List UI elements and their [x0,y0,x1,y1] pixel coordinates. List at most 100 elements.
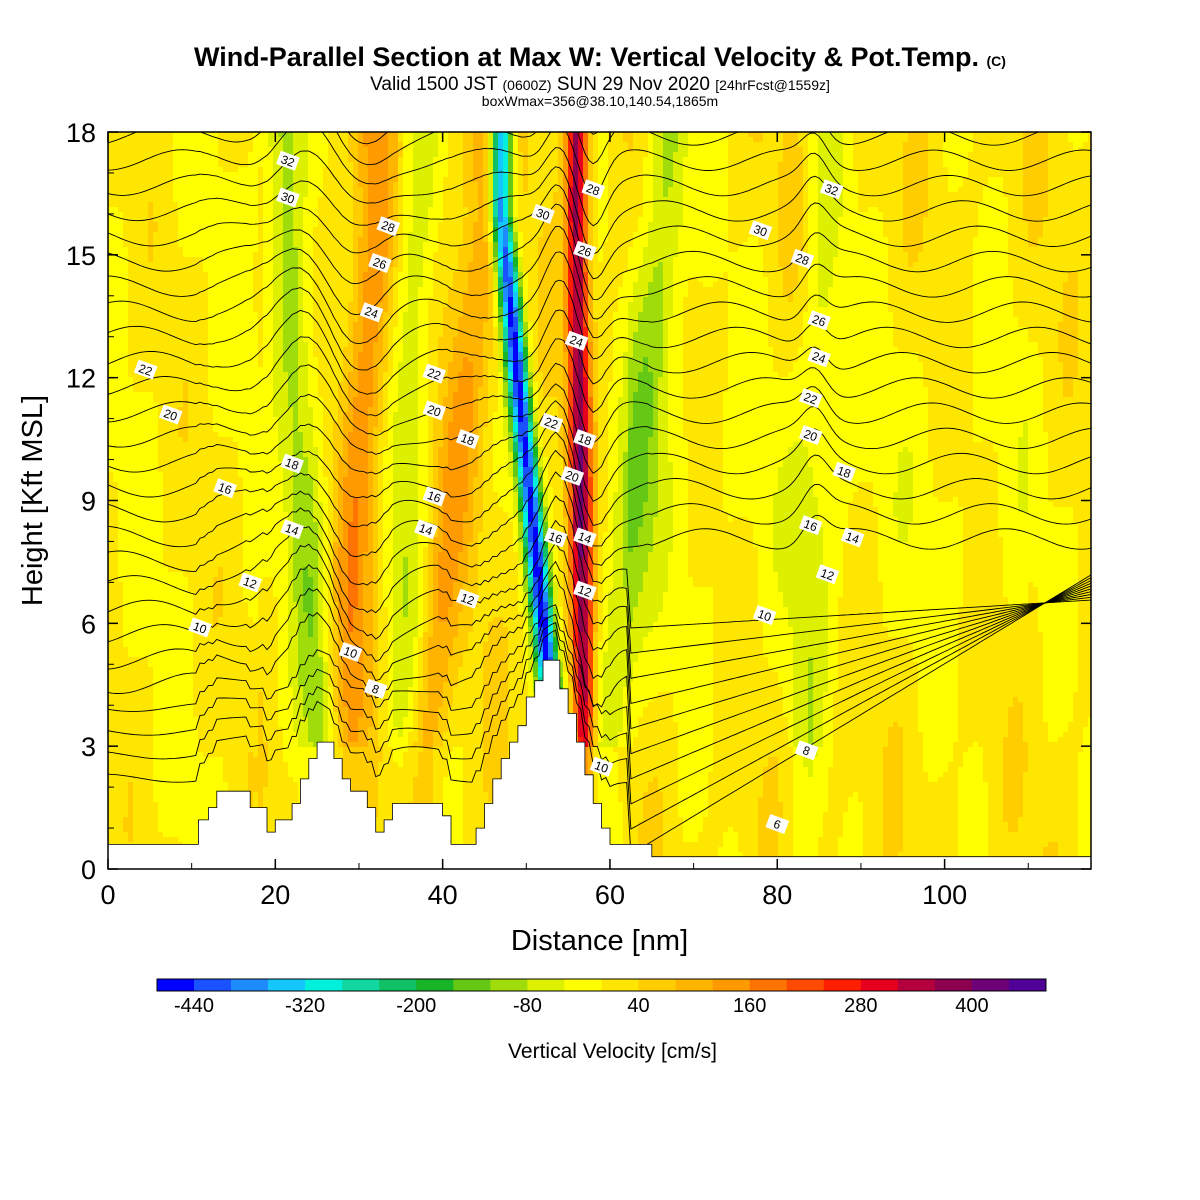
velocity-cell [768,137,773,142]
velocity-cell [953,137,958,142]
velocity-cell [863,157,868,162]
velocity-cell [648,162,653,167]
velocity-cell [813,177,818,182]
velocity-cell [573,167,578,172]
velocity-cell [903,177,908,182]
velocity-cell [303,162,308,167]
velocity-cell [643,137,648,142]
velocity-cell [868,177,873,182]
velocity-cell [543,152,548,157]
velocity-cell [538,172,543,177]
velocity-cell [808,147,813,152]
velocity-cell [493,177,498,182]
velocity-cell [698,147,703,152]
velocity-cell [408,157,413,162]
velocity-cell [1033,182,1038,187]
velocity-cell [948,167,953,172]
velocity-cell [853,172,858,177]
velocity-cell [153,147,158,152]
velocity-cell [223,187,228,192]
velocity-cell [388,172,393,177]
velocity-cell [123,147,128,152]
velocity-cell [773,167,778,172]
velocity-cell [323,152,328,157]
velocity-cell [1083,152,1088,157]
velocity-cell [653,137,658,142]
velocity-cell [1068,152,1073,157]
velocity-cell [303,152,308,157]
velocity-cell [428,167,433,172]
velocity-cell [498,142,503,147]
velocity-cell [388,147,393,152]
velocity-cell [653,147,658,152]
velocity-cell [513,137,518,142]
velocity-cell [518,167,523,172]
velocity-cell [288,177,293,182]
velocity-cell [718,172,723,177]
velocity-cell [638,137,643,142]
velocity-cell [963,152,968,157]
velocity-cell [898,137,903,142]
velocity-cell [703,167,708,172]
velocity-cell [233,152,238,157]
velocity-cell [1013,177,1018,182]
velocity-cell [643,152,648,157]
velocity-cell [188,172,193,177]
velocity-cell [433,182,438,187]
velocity-cell [178,167,183,172]
velocity-cell [263,147,268,152]
velocity-cell [238,147,243,152]
velocity-cell [643,162,648,167]
velocity-cell [708,157,713,162]
velocity-cell [1048,177,1053,182]
velocity-cell [773,152,778,157]
velocity-cell [158,177,163,182]
velocity-cell [858,137,863,142]
velocity-cell [913,162,918,167]
velocity-cell [133,187,138,192]
velocity-cell [1083,182,1088,187]
velocity-cell [188,142,193,147]
velocity-cell [663,162,668,167]
velocity-cell [1058,147,1063,152]
velocity-cell [603,162,608,167]
velocity-cell [888,177,893,182]
velocity-cell [453,177,458,182]
velocity-cell [538,137,543,142]
velocity-cell [1048,182,1053,187]
velocity-cell [753,147,758,152]
velocity-cell [983,172,988,177]
velocity-cell [688,137,693,142]
velocity-cell [363,147,368,152]
velocity-cell [1028,177,1033,182]
velocity-cell [523,167,528,172]
velocity-cell [973,147,978,152]
velocity-cell [773,157,778,162]
velocity-cell [153,157,158,162]
velocity-cell [813,182,818,187]
velocity-cell [938,147,943,152]
velocity-cell [523,137,528,142]
velocity-cell [403,157,408,162]
velocity-cell [348,157,353,162]
velocity-cell [1008,167,1013,172]
velocity-cell [863,162,868,167]
velocity-cell [678,142,683,147]
velocity-cell [488,152,493,157]
velocity-cell [923,167,928,172]
velocity-cell [208,162,213,167]
velocity-cell [1018,172,1023,177]
velocity-cell [268,152,273,157]
velocity-cell [693,152,698,157]
velocity-cell [428,182,433,187]
velocity-cell [548,137,553,142]
velocity-cell [673,172,678,177]
velocity-cell [528,147,533,152]
velocity-cell [948,172,953,177]
velocity-cell [973,137,978,142]
velocity-cell [1003,157,1008,162]
velocity-cell [158,172,163,177]
velocity-cell [753,137,758,142]
velocity-cell [203,177,208,182]
velocity-cell [328,182,333,187]
